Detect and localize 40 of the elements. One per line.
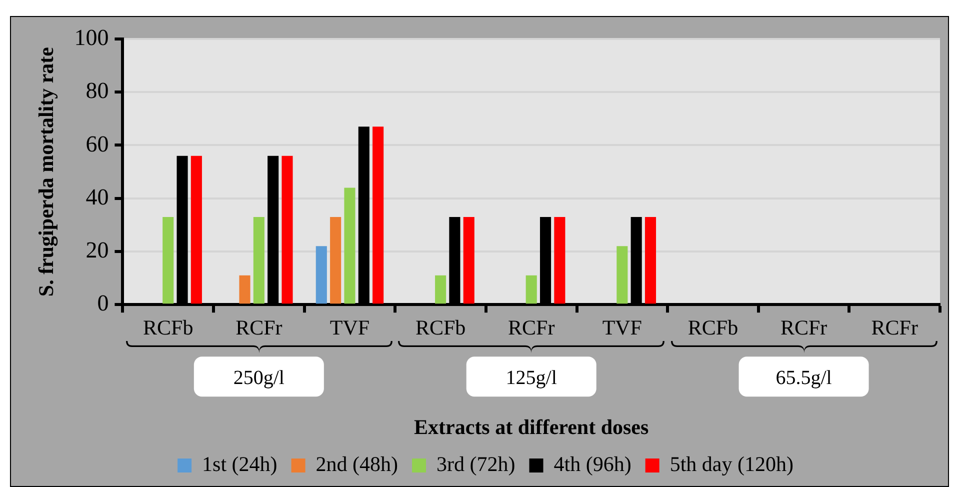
bar <box>372 126 384 304</box>
bar <box>253 216 264 304</box>
y-tick-label: 40 <box>86 184 109 210</box>
bar <box>554 216 566 304</box>
bar <box>190 156 202 304</box>
x-tick-label: RCFr <box>508 316 555 340</box>
y-tick-label: 20 <box>86 238 109 263</box>
x-axis-title: Extracts at different doses <box>414 414 649 439</box>
y-tick-label: 60 <box>86 131 109 156</box>
y-tick-label: 80 <box>86 78 109 104</box>
legend-label: 3rd (72h) <box>436 452 516 476</box>
legend-label: 1st (24h) <box>202 452 278 476</box>
bar <box>526 275 537 304</box>
legend-label: 5th day (120h) <box>670 452 794 476</box>
x-tick-label: RCFb <box>688 316 738 340</box>
x-tick-label: RCFb <box>415 316 466 340</box>
bar <box>162 216 174 304</box>
y-axis-title: S. frugiperda mortality rate <box>34 46 58 297</box>
bar <box>330 216 342 304</box>
text: 125g/l <box>506 366 558 389</box>
legend-label: 4th (96h) <box>554 452 632 476</box>
y-tick-label: 0 <box>97 290 109 316</box>
x-tick-label: TVF <box>602 316 642 340</box>
bar <box>239 275 250 304</box>
text: 250g/l <box>233 366 285 389</box>
x-tick-label: RCFb <box>143 316 194 340</box>
bar <box>435 275 446 304</box>
text: 65.5g/l <box>776 366 832 389</box>
bar <box>616 246 628 304</box>
bar <box>644 216 656 304</box>
legend-label: 2nd (48h) <box>316 452 398 476</box>
bar <box>344 188 356 304</box>
bar <box>463 216 474 304</box>
x-tick-label: TVF <box>330 316 370 340</box>
bar <box>282 156 293 304</box>
x-tick-label: RCFr <box>236 316 282 340</box>
x-tick-label: RCFr <box>871 316 918 340</box>
bar <box>316 246 327 304</box>
x-tick-label: RCFr <box>780 316 828 340</box>
y-tick-label: 100 <box>74 25 109 50</box>
